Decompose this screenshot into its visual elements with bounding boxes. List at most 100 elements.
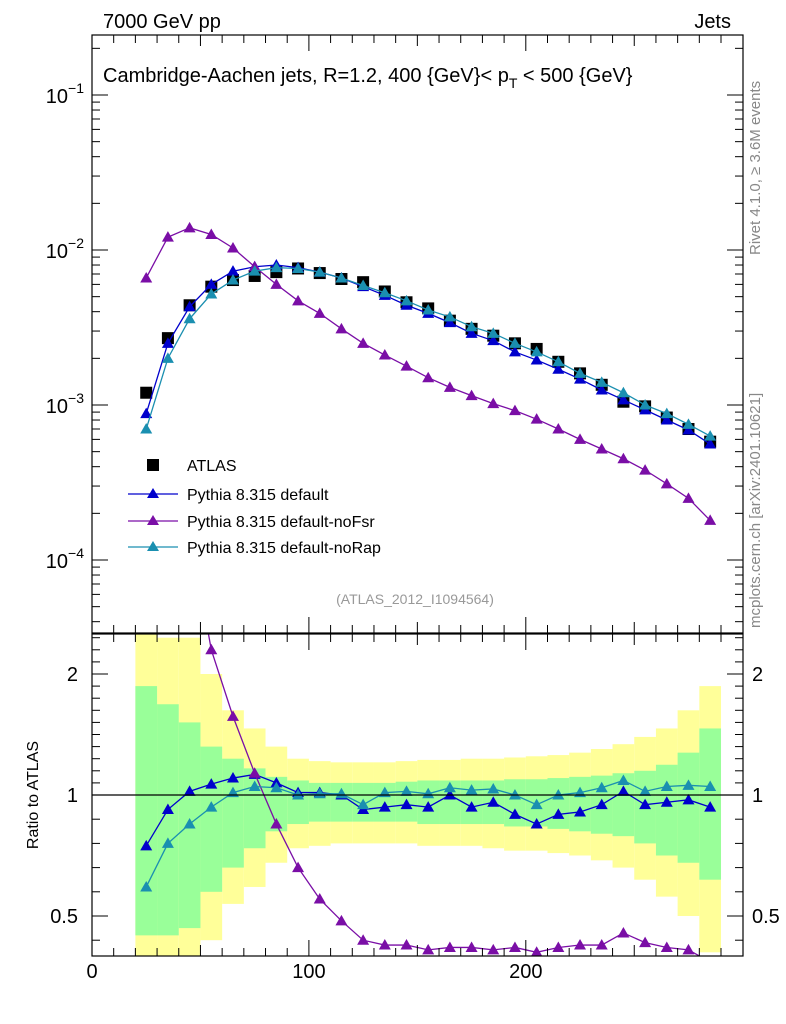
ratio-point-noRap — [660, 780, 673, 792]
legend-label-nofsr: Pythia 8.315 default-noFsr — [187, 514, 375, 531]
legend: ATLAS Pythia 8.315 default Pythia 8.315 … — [128, 458, 381, 557]
ratio-point-noFsr — [313, 893, 326, 904]
band-inner-bin — [265, 776, 288, 832]
band-inner-bin — [287, 780, 309, 825]
ratio-y-tick-label-right: 1 — [752, 785, 763, 807]
series-point-noRap — [378, 286, 391, 298]
header-category: Jets — [694, 11, 731, 33]
ratio-point-noRap — [248, 780, 261, 792]
ratio-point-default — [704, 801, 717, 812]
ratio-point-default — [595, 798, 608, 810]
series-point-noRap — [704, 430, 717, 441]
series-point-noFsr — [660, 477, 673, 489]
mcplots-label: mcplots.cern.ch [arXiv:2401.10621] — [747, 393, 764, 628]
series-point-noFsr — [183, 221, 196, 233]
ratio-point-noRap — [465, 784, 478, 795]
series-point-default — [617, 393, 630, 405]
x-tick-label: 200 — [509, 961, 542, 983]
legend-label-atlas: ATLAS — [187, 458, 237, 475]
series-point-default — [574, 373, 587, 384]
series-point-default — [183, 300, 196, 312]
series-point-default — [161, 337, 174, 348]
series-point-noRap — [140, 423, 153, 434]
main-y-tick-label: 10−4 — [46, 545, 84, 573]
band-inner-bin — [135, 686, 158, 936]
ratio-point-default — [161, 803, 174, 815]
x-tick-label: 100 — [292, 961, 325, 983]
ratio-point-noFsr — [248, 767, 261, 778]
ratio-point-noRap — [313, 787, 326, 799]
ratio-point-noFsr — [660, 941, 673, 952]
series-point-noRap — [400, 294, 413, 306]
series-point-default — [140, 407, 153, 419]
header-energy: 7000 GeV pp — [103, 11, 221, 33]
series-point-noFsr — [617, 452, 630, 464]
legend-marker-atlas — [147, 459, 159, 471]
ratio-point-default — [205, 778, 218, 789]
band-inner-bin — [612, 773, 635, 837]
ratio-point-noRap — [335, 787, 348, 799]
series-point-default — [205, 278, 218, 289]
ratio-y-tick-label-right: 0.5 — [752, 906, 780, 928]
ratio-point-default — [443, 789, 456, 800]
atlas-data-point — [140, 386, 153, 399]
series-point-noRap — [530, 345, 543, 357]
band-inner-bin — [547, 778, 570, 829]
series-point-default — [704, 438, 717, 449]
ratio-point-noFsr — [226, 710, 239, 721]
series-point-default — [226, 265, 239, 276]
x-axis: 0 100 200 — [86, 35, 722, 983]
ratio-point-noFsr — [140, 245, 152, 256]
ratio-point-noRap — [704, 780, 717, 792]
ratio-point-noRap — [400, 785, 413, 796]
ratio-y-axis-label: Ratio to ATLAS — [25, 741, 42, 849]
ratio-point-noFsr — [357, 934, 370, 945]
series-point-default — [508, 345, 521, 357]
series-point-noRap — [617, 386, 630, 398]
series-point-noFsr — [465, 389, 478, 401]
series-point-noRap — [487, 327, 500, 338]
ratio-point-noRap — [617, 774, 630, 785]
ratio-point-noFsr — [710, 955, 711, 956]
series-point-noRap — [595, 376, 608, 387]
legend-marker-nofsr — [147, 515, 159, 525]
ratio-point-noFsr — [378, 939, 391, 950]
main-y-tick-label: 10−3 — [46, 390, 84, 418]
series-point-default — [660, 414, 673, 425]
ratio-point-noFsr — [422, 943, 435, 955]
legend-marker-default — [147, 488, 159, 498]
ratio-point-default — [574, 805, 587, 817]
series-point-noRap — [465, 320, 478, 332]
series-point-noFsr — [357, 337, 370, 348]
legend-label-norap: Pythia 8.315 default-noRap — [187, 540, 381, 557]
series-point-noFsr — [335, 322, 348, 334]
ratio-point-default — [226, 772, 239, 783]
series-point-noFsr — [292, 294, 305, 306]
x-tick-label: 0 — [86, 961, 97, 983]
ratio-point-noFsr — [639, 936, 652, 948]
ratio-point-noFsr — [508, 941, 521, 952]
ratio-point-noRap — [595, 781, 608, 793]
ratio-point-default — [530, 818, 543, 829]
series-point-noRap — [270, 261, 283, 273]
series-point-noFsr — [313, 307, 326, 318]
series-point-noRap — [422, 304, 435, 315]
ratio-point-noRap — [508, 789, 521, 800]
ratio-point-default — [378, 801, 391, 812]
series-point-noFsr — [270, 278, 283, 289]
ratio-point-noFsr — [595, 939, 608, 950]
atlas-data-point — [248, 269, 261, 282]
series-point-noFsr — [422, 371, 435, 383]
ratio-point-noFsr — [465, 941, 478, 952]
ratio-point-noFsr — [443, 941, 456, 952]
ratio-point-noRap — [357, 798, 370, 810]
series-point-noRap — [552, 355, 565, 367]
series-point-noRap — [660, 407, 673, 419]
ratio-point-default — [508, 808, 521, 819]
ratio-y-tick-label-left: 2 — [67, 664, 78, 686]
ratio-point-noRap — [639, 785, 652, 796]
ratio-point-default — [400, 798, 413, 810]
series-point-noRap — [205, 288, 218, 299]
series-point-default — [595, 383, 608, 395]
